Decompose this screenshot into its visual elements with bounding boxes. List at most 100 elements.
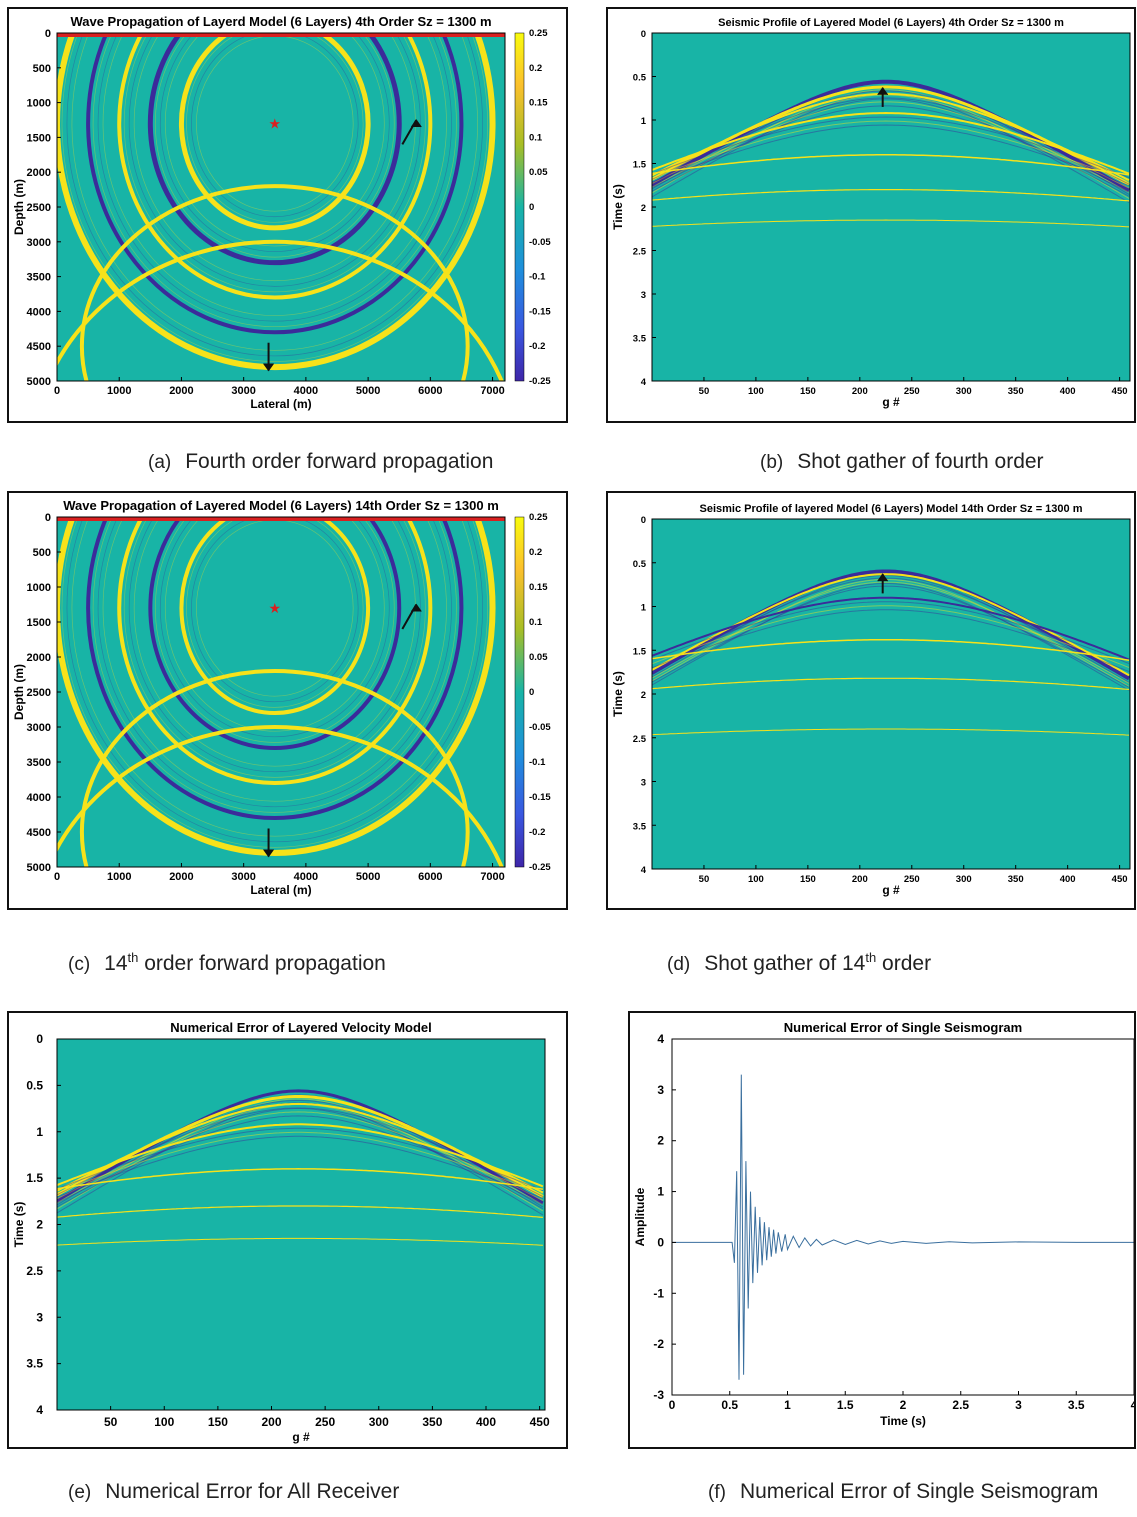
event-ripple (652, 581, 1130, 684)
y-tick-label: 1 (641, 603, 647, 614)
y-tick-label: 2500 (27, 687, 51, 699)
arrow-head-1 (263, 363, 274, 372)
x-tick-label: 3 (1015, 1398, 1022, 1412)
arrow-head-1 (263, 849, 274, 858)
reflection-event-7 (57, 1237, 543, 1246)
chart-c: ★ 0 1000 2000 3000 4000 5000 6000 7000 0 500 1000 15… (12, 498, 551, 897)
x-axis-label: g # (882, 395, 900, 409)
reflection-event-5 (652, 677, 1130, 691)
caption-a: (a) Fourth order forward propagation (148, 450, 493, 474)
x-tick-label: 2.5 (952, 1398, 969, 1412)
x-tick-label: 100 (154, 1415, 174, 1429)
y-tick-label: 4500 (27, 827, 51, 839)
chart-title: Numerical Error of Single Seismogram (784, 1020, 1022, 1035)
events (652, 79, 1130, 228)
event-ripple (652, 101, 1130, 189)
y-tick-label: 4 (36, 1403, 43, 1417)
chart-a: ★ 0 1000 2000 3000 4000 5000 6000 7000 0 500 1000 15… (12, 14, 551, 411)
y-tick-label: 4 (657, 1032, 664, 1046)
plot-background (57, 1039, 545, 1410)
x-tick-label: 450 (1112, 386, 1128, 397)
event-ripple (57, 1108, 544, 1210)
caption-d-label: (d) (667, 954, 691, 975)
wavefront-ripple (66, 33, 483, 357)
x-tick-label: 400 (1060, 386, 1076, 397)
colorbar-tick-label: -0.05 (529, 237, 551, 248)
x-tick-label: 7000 (480, 871, 504, 883)
caption-b: (b) Shot gather of fourth order (760, 450, 1044, 474)
wavefront-ripple (191, 33, 359, 218)
x-tick-label: 350 (1008, 386, 1024, 397)
x-tick-label: 6000 (418, 871, 442, 883)
y-tick-label: 500 (33, 63, 51, 75)
y-tick-label: 2 (641, 690, 646, 701)
event-ripple (652, 98, 1130, 197)
x-tick-label: 4000 (294, 871, 318, 883)
x-tick-label: 350 (1008, 874, 1024, 885)
y-axis-label: Amplitude (633, 1187, 647, 1246)
colorbar-tick-label: -0.25 (529, 376, 551, 387)
event-ripple (652, 605, 1130, 668)
wavefront-ripple (191, 517, 359, 703)
caption-e-label: (e) (68, 1482, 92, 1503)
reflection-event-3 (57, 1102, 544, 1194)
caption-b-text: Shot gather of fourth order (797, 450, 1044, 473)
x-tick-label: 150 (800, 874, 816, 885)
event-ripple (57, 1131, 544, 1195)
caption-a-text: Fourth order forward propagation (185, 450, 494, 473)
y-tick-label: 4000 (27, 306, 51, 318)
y-tick-label: 2 (641, 203, 646, 214)
event-ripple (57, 1098, 544, 1212)
x-tick-label: 200 (261, 1415, 281, 1429)
panel-a: ★ 0 1000 2000 3000 4000 5000 6000 7000 0 500 1000 15… (7, 7, 568, 423)
caption-e-text: Numerical Error for All Receiver (105, 1480, 400, 1503)
caption-c-sup: th (127, 950, 139, 965)
caption-d-sup: th (865, 950, 877, 965)
wavefront-ripple (128, 517, 421, 773)
events (652, 569, 1130, 736)
x-tick-label: 0 (54, 385, 60, 397)
wavefront-ripple (154, 517, 395, 743)
colorbar-tick-label: -0.25 (529, 862, 551, 873)
caption-c-post: order forward propagation (138, 952, 386, 975)
wavefront-ripple (186, 33, 364, 223)
wavefront-3 (117, 517, 433, 785)
x-tick-label: 3000 (231, 871, 255, 883)
y-tick-label: 1500 (27, 617, 51, 629)
wavefield (57, 517, 504, 867)
colorbar-tick-label: 0.05 (529, 652, 548, 663)
wavefront-ripple (97, 517, 452, 808)
chart-title: Seismic Profile of layered Model (6 Laye… (699, 503, 1082, 515)
y-tick-label: 1.5 (633, 646, 647, 657)
wavefront-3 (117, 33, 433, 300)
x-tick-label: 5000 (356, 871, 380, 883)
x-tick-label: 100 (748, 874, 764, 885)
reflection-event-5 (652, 154, 1130, 176)
y-tick-label: 3.5 (633, 334, 647, 345)
y-tick-label: 1000 (27, 98, 51, 110)
x-tick-label: 1000 (107, 871, 131, 883)
x-tick-label: 350 (422, 1415, 442, 1429)
y-tick-label: 3000 (27, 237, 51, 249)
reflection-event-6 (652, 189, 1130, 202)
y-tick-label: 3 (641, 290, 646, 301)
chart-title: Wave Propagation of Layered Model (6 Lay… (63, 498, 499, 513)
event-ripple (652, 575, 1130, 683)
x-tick-label: 2000 (169, 871, 193, 883)
y-tick-label: 0.5 (26, 1078, 43, 1092)
x-tick-label: 4 (1131, 1398, 1134, 1412)
wavefront-2 (148, 517, 402, 750)
panel-e: 50 100 150 200 250 300 350 400 450 0 0.5 1 1.5 2 2.5 3 3… (7, 1011, 568, 1449)
event-ripple (652, 585, 1130, 688)
wavefront-ripple (66, 517, 483, 843)
x-tick-label: 50 (699, 874, 710, 885)
reflection-event-7 (652, 219, 1130, 228)
y-tick-label: 2.5 (26, 1264, 43, 1278)
caption-c: (c) 14th order forward propagation (68, 950, 386, 976)
reflection-event-4 (57, 1123, 544, 1188)
chart-title: Seismic Profile of Layered Model (6 Laye… (718, 17, 1064, 29)
seismogram-trace (672, 1074, 1134, 1380)
wavefront-ripple (61, 517, 488, 848)
panel-b: 50 100 150 200 250 300 350 400 450 0 0.5 1 1.5 2 2.5 3 3… (606, 7, 1136, 423)
colorbar (514, 32, 525, 382)
